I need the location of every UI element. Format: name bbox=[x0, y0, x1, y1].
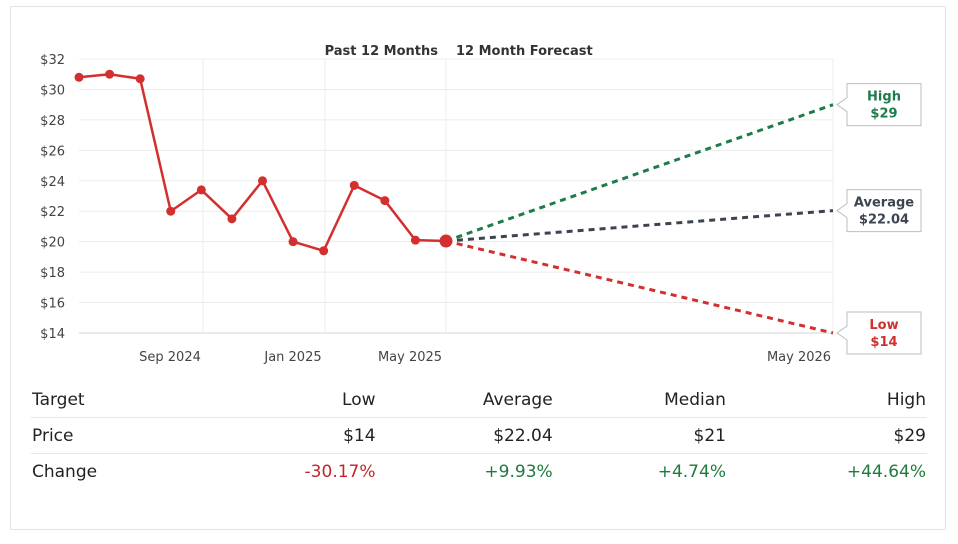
data-point bbox=[349, 180, 359, 190]
y-tick-label: $26 bbox=[40, 144, 65, 159]
header-high: High bbox=[726, 382, 927, 418]
y-tick-label: $24 bbox=[40, 175, 65, 190]
y-tick-label: $22 bbox=[40, 205, 65, 220]
change-low: -30.17% bbox=[304, 461, 376, 482]
forecast-line-average bbox=[445, 209, 834, 243]
callout-value-low: $14 bbox=[870, 335, 897, 350]
table-row-price: Price $14 $22.04 $21 $29 bbox=[31, 417, 927, 454]
data-point bbox=[74, 72, 84, 82]
y-tick-label: $30 bbox=[40, 83, 65, 98]
data-point bbox=[319, 246, 329, 256]
data-point bbox=[258, 176, 267, 186]
targets-table: Target Low Average Median High Price $14… bbox=[31, 382, 927, 489]
header-average: Average bbox=[376, 382, 554, 418]
data-point bbox=[196, 185, 206, 195]
heading-forecast: 12 Month Forecast bbox=[456, 44, 593, 59]
table-header-row: Target Low Average Median High bbox=[31, 382, 927, 418]
y-tick-label: $14 bbox=[40, 327, 65, 342]
data-point bbox=[410, 235, 420, 245]
card-divider bbox=[10, 26, 11, 510]
change-median: +4.74% bbox=[657, 461, 726, 482]
callout-value-average: $22.04 bbox=[859, 213, 909, 228]
data-point bbox=[166, 206, 176, 216]
price-average: $22.04 bbox=[376, 417, 554, 454]
x-axis-ticks: Sep 2024 Jan 2025 May 2025 May 2026 bbox=[139, 350, 831, 365]
heading-past: Past 12 Months bbox=[325, 44, 439, 59]
y-axis-ticks: $32 $30 $28 $26 $24 $22 $20 $18 $16 $14 bbox=[40, 53, 65, 342]
callout-box-low bbox=[836, 311, 922, 355]
forecast-lines bbox=[445, 103, 834, 335]
history-series bbox=[74, 69, 453, 256]
price-low: $14 bbox=[196, 417, 377, 454]
callout-label-low: Low bbox=[869, 318, 898, 333]
change-average: +9.93% bbox=[484, 461, 553, 482]
x-tick-label: May 2026 bbox=[767, 350, 831, 365]
data-point bbox=[439, 234, 453, 248]
forecast-line-low bbox=[445, 239, 834, 335]
callout-box-high bbox=[836, 83, 922, 127]
x-tick-label: Jan 2025 bbox=[263, 350, 321, 365]
y-tick-label: $28 bbox=[40, 114, 65, 129]
data-point bbox=[227, 214, 237, 224]
history-line bbox=[78, 72, 447, 253]
callout-label-high: High bbox=[867, 90, 901, 105]
forecast-line-high bbox=[445, 103, 834, 243]
y-tick-label: $16 bbox=[40, 297, 65, 312]
header-target: Target bbox=[31, 382, 197, 418]
data-point bbox=[105, 69, 115, 79]
row-label-price: Price bbox=[31, 417, 197, 454]
table-row-change: Change -30.17% +9.93% +4.74% +44.64% bbox=[31, 454, 927, 490]
header-low: Low bbox=[196, 382, 377, 418]
change-high: +44.64% bbox=[846, 461, 926, 482]
y-tick-label: $18 bbox=[40, 266, 65, 281]
price-forecast-chart: $32 $30 $28 $26 $24 $22 $20 $18 $16 $14 Sep 2024 J… bbox=[40, 44, 922, 365]
callout-value-high: $29 bbox=[870, 107, 897, 122]
price-high: $29 bbox=[726, 417, 927, 454]
callout-label-average: Average bbox=[854, 196, 914, 211]
x-tick-label: May 2025 bbox=[378, 350, 442, 365]
data-point bbox=[135, 74, 145, 84]
y-tick-label: $20 bbox=[40, 236, 65, 251]
forecast-callouts: High $29 Average $22.04 Low $14 bbox=[836, 83, 922, 355]
data-point bbox=[288, 237, 298, 247]
data-point bbox=[380, 196, 390, 206]
header-median: Median bbox=[553, 382, 727, 418]
price-median: $21 bbox=[553, 417, 727, 454]
x-tick-label: Sep 2024 bbox=[139, 350, 201, 365]
row-label-change: Change bbox=[32, 461, 98, 482]
callout-box-average bbox=[836, 189, 922, 233]
y-tick-label: $32 bbox=[40, 53, 65, 68]
